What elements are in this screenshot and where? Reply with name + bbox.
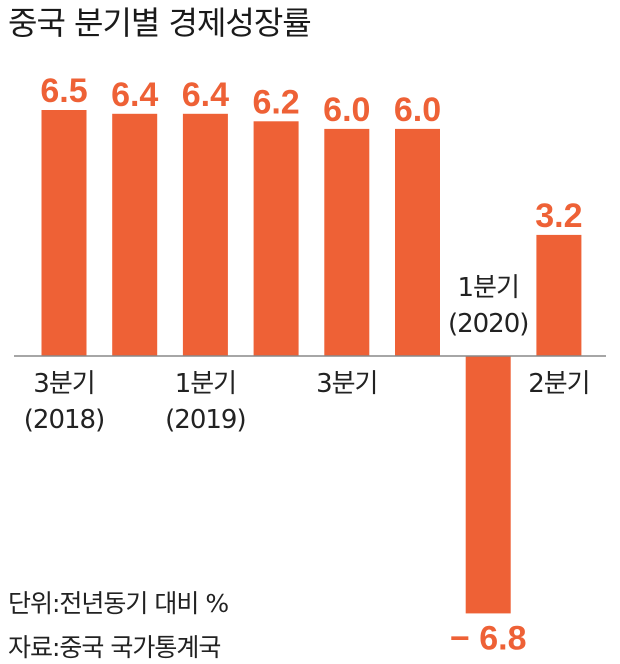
category-label-2019-Q1-line1: 1분기	[175, 369, 236, 399]
bar-2018-Q3	[41, 110, 87, 356]
bar-2018-Q4	[112, 113, 158, 356]
value-label-2020-Q1: − 6.8	[450, 619, 527, 657]
value-label-2019-Q4: 6.0	[394, 91, 441, 129]
bar-2019-Q2	[253, 121, 299, 356]
value-label-2020-Q2: 3.2	[535, 197, 582, 235]
bar-2019-Q3	[324, 128, 370, 356]
category-labels-group: 3분기 (2018) 1분기 (2019) 3분기 1분기 (2020)2분기	[24, 273, 591, 435]
value-labels-group: 6.5 6.4 6.4 6.2 6.0 6.0 − 6.8 3.2	[40, 72, 582, 657]
value-label-2018-Q4: 6.4	[111, 76, 158, 114]
value-label-2019-Q1: 6.4	[182, 76, 229, 114]
category-label-2020-Q1-line1: 1분기	[458, 273, 519, 303]
bars-group	[41, 110, 582, 614]
unit-note: 단위:전년동기 대비 %	[8, 589, 228, 618]
category-label-2020-Q2-line1: 2분기	[528, 369, 589, 399]
category-label-2020-Q1-line2: (2020)	[448, 309, 528, 339]
bar-2020-Q1	[465, 356, 511, 614]
category-label-2018-Q3-line1: 3분기	[33, 369, 94, 399]
bar-2019-Q4	[395, 128, 440, 356]
category-label-2019-Q3-line1: 3분기	[316, 369, 377, 399]
source-note: 자료:중국 국가통계국	[8, 633, 220, 662]
bar-2019-Q1	[182, 113, 228, 356]
value-label-2019-Q3: 6.0	[323, 91, 370, 129]
value-label-2019-Q2: 6.2	[252, 83, 299, 121]
chart-title: 중국 분기별 경제성장률	[8, 4, 311, 42]
category-label-2018-Q3-line2: (2018)	[24, 405, 104, 435]
category-label-2019-Q1-line2: (2019)	[165, 405, 245, 435]
bar-2020-Q2	[536, 234, 582, 356]
value-label-2018-Q3: 6.5	[40, 72, 87, 110]
